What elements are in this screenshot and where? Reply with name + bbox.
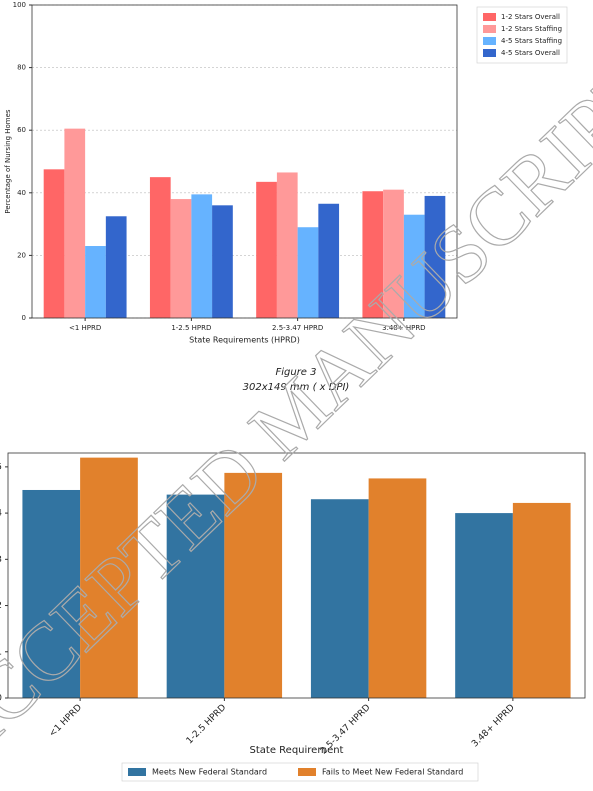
legend-label: 1-2 Stars Staffing: [501, 25, 562, 33]
bar: [80, 457, 138, 698]
x-tick-label: 2.5-3.47 HPRD: [272, 324, 323, 332]
y-tick-label: 100: [13, 1, 26, 9]
bar: [512, 502, 571, 698]
bar: [22, 489, 81, 698]
plot-frame: [7, 452, 586, 699]
legend-label: Fails to Meet New Federal Standard: [322, 768, 463, 777]
bar: [403, 214, 425, 318]
bar: [64, 128, 86, 318]
legend-label: 4-5 Stars Staffing: [501, 37, 562, 45]
bar: [362, 191, 384, 318]
bar: [276, 172, 298, 318]
bar: [43, 169, 65, 318]
x-tick-label: 1-2.5 HPRD: [185, 703, 229, 747]
x-axis-label: State Requirements (HPRD): [189, 336, 300, 345]
y-tick-label: 5: [0, 462, 2, 472]
legend-swatch: [483, 37, 496, 45]
y-tick-label: 4: [0, 509, 2, 519]
y-tick-label: 0: [0, 694, 2, 704]
legend-swatch: [128, 768, 146, 776]
y-tick-label: 80: [17, 64, 26, 72]
y-tick-label: 40: [17, 189, 26, 197]
y-tick-label: 1: [0, 647, 2, 657]
x-tick-label: 3.48+ HPRD: [382, 324, 425, 332]
bar: [224, 472, 283, 698]
legend-label: 4-5 Stars Overall: [501, 49, 560, 57]
y-tick-label: 3: [0, 555, 2, 565]
bar: [383, 189, 404, 318]
bar: [455, 513, 513, 698]
legend-label: Meets New Federal Standard: [152, 768, 267, 777]
bar: [170, 199, 192, 318]
legend-swatch: [483, 25, 496, 33]
plot-frame: [31, 4, 458, 319]
x-tick-label: 3.48+ HPRD: [470, 703, 517, 750]
legend-swatch: [298, 768, 316, 776]
y-axis-label: Percentage of Nursing Homes: [4, 109, 12, 213]
bar: [256, 181, 277, 318]
bar: [318, 203, 340, 318]
bar: [85, 246, 106, 318]
bar: [297, 227, 319, 318]
figure-size: 302x149 mm ( x DPI): [243, 382, 350, 393]
legend-swatch: [483, 49, 496, 57]
legend-label: 1-2 Stars Overall: [501, 13, 560, 21]
y-tick-label: 20: [17, 251, 26, 259]
y-tick-label: 60: [17, 126, 26, 134]
bar: [212, 205, 233, 318]
y-tick-label: 2: [0, 601, 2, 611]
figure-caption: Figure 3: [275, 367, 316, 378]
x-tick-label: 1-2.5 HPRD: [171, 324, 211, 332]
bar: [424, 195, 446, 318]
x-axis-label: State Requirement: [250, 745, 344, 756]
bar: [310, 499, 369, 698]
x-tick-label: <1 HPRD: [69, 324, 101, 332]
bar: [105, 216, 127, 318]
bar: [191, 194, 213, 318]
bar: [166, 494, 225, 698]
bar: [149, 177, 171, 318]
legend-swatch: [483, 13, 496, 21]
y-tick-label: 0: [22, 314, 26, 322]
bar: [368, 478, 427, 698]
